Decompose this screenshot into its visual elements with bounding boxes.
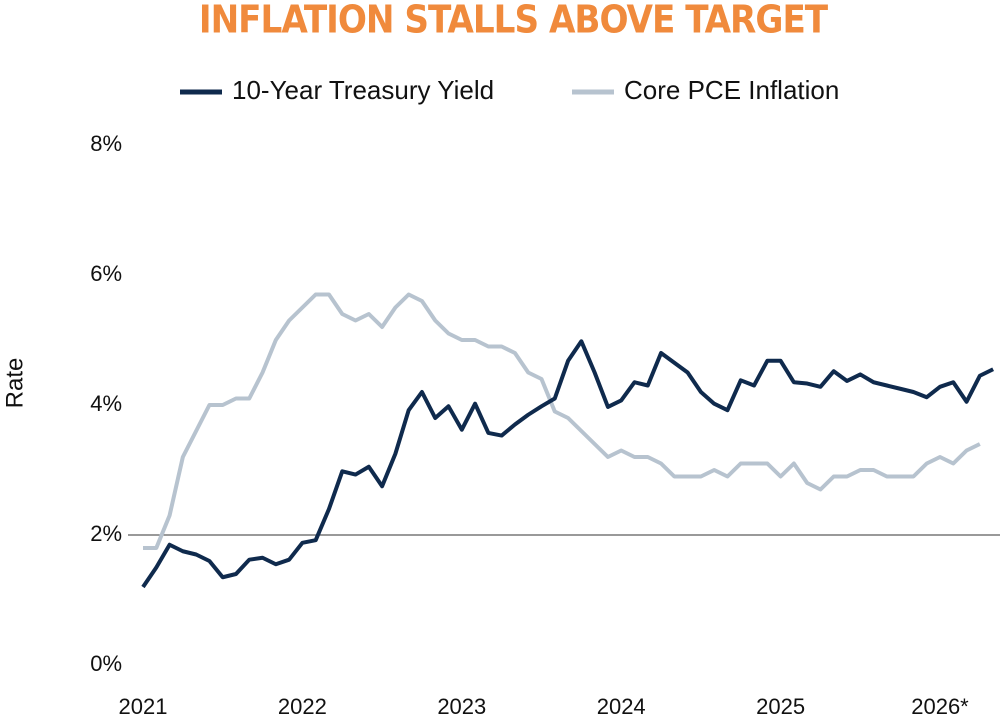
series-line <box>141 339 995 589</box>
x-tick-label: 2022 <box>278 694 327 719</box>
legend-label: Core PCE Inflation <box>624 75 839 105</box>
y-tick-label: 4% <box>90 391 122 416</box>
x-tick-label: 2021 <box>119 694 168 719</box>
x-tick-label: 2024 <box>597 694 646 719</box>
legend-label: 10-Year Treasury Yield <box>232 75 494 105</box>
y-tick-label: 6% <box>90 261 122 286</box>
series-line <box>143 292 981 550</box>
x-tick-label: 2026* <box>911 694 969 719</box>
y-axis-label: Rate <box>1 358 28 409</box>
x-tick-label: 2025 <box>756 694 805 719</box>
y-tick-label: 2% <box>90 521 122 546</box>
x-tick-label: 2023 <box>437 694 486 719</box>
chart-title: INFLATION STALLS ABOVE TARGET <box>199 0 829 42</box>
y-tick-label: 8% <box>90 131 122 156</box>
y-tick-label: 0% <box>90 651 122 676</box>
